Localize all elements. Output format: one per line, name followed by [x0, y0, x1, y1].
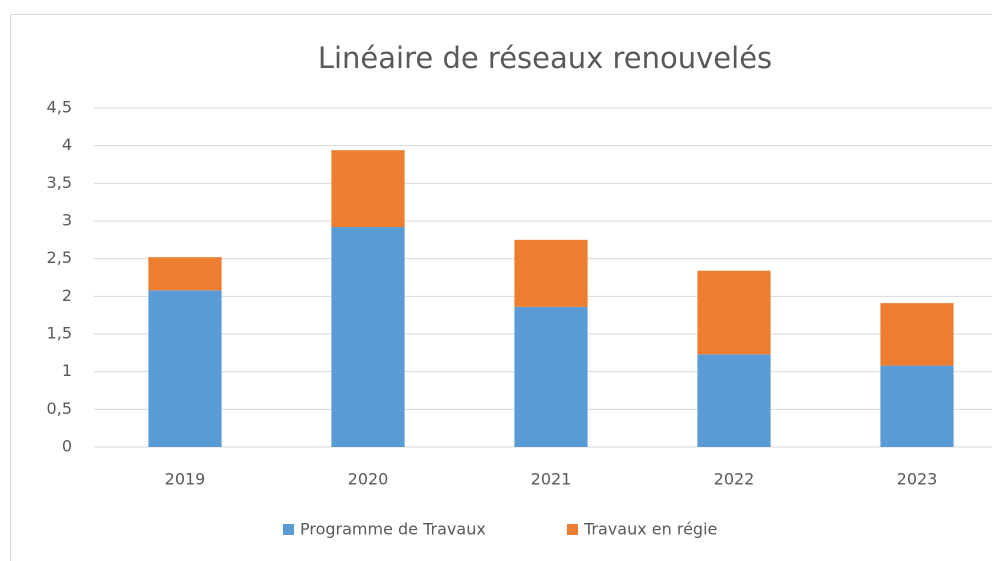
bar-segment	[697, 354, 771, 447]
legend-swatch	[283, 524, 294, 535]
y-tick-label: 0,5	[47, 399, 72, 418]
x-tick-label: 2019	[165, 470, 206, 489]
y-tick-label: 3	[62, 211, 72, 230]
bar-segment	[697, 270, 771, 355]
bar-segment	[331, 150, 405, 228]
y-tick-label: 2	[62, 286, 72, 305]
y-tick-label: 4,5	[47, 98, 72, 117]
x-tick-label: 2021	[531, 470, 572, 489]
y-tick-label: 3,5	[47, 173, 72, 192]
bar-segment	[514, 239, 588, 307]
y-tick-label: 2,5	[47, 248, 72, 267]
chart-title: Linéaire de réseaux renouvelés	[318, 41, 772, 75]
legend-swatch	[567, 524, 578, 535]
bar-segment	[148, 290, 222, 447]
y-tick-label: 1,5	[47, 324, 72, 343]
legend-label: Travaux en régie	[583, 520, 717, 539]
legend-label: Programme de Travaux	[300, 520, 486, 539]
bar-segment	[148, 257, 222, 291]
bar-segment	[331, 227, 405, 447]
bar-segment	[514, 306, 588, 447]
y-tick-label: 1	[62, 361, 72, 380]
x-tick-label: 2022	[714, 470, 755, 489]
x-tick-label: 2023	[897, 470, 938, 489]
bar-segment	[880, 303, 954, 366]
x-tick-label: 2020	[348, 470, 389, 489]
y-tick-label: 4	[62, 135, 72, 154]
y-tick-label: 0	[62, 437, 72, 456]
bar-segment	[880, 365, 954, 447]
